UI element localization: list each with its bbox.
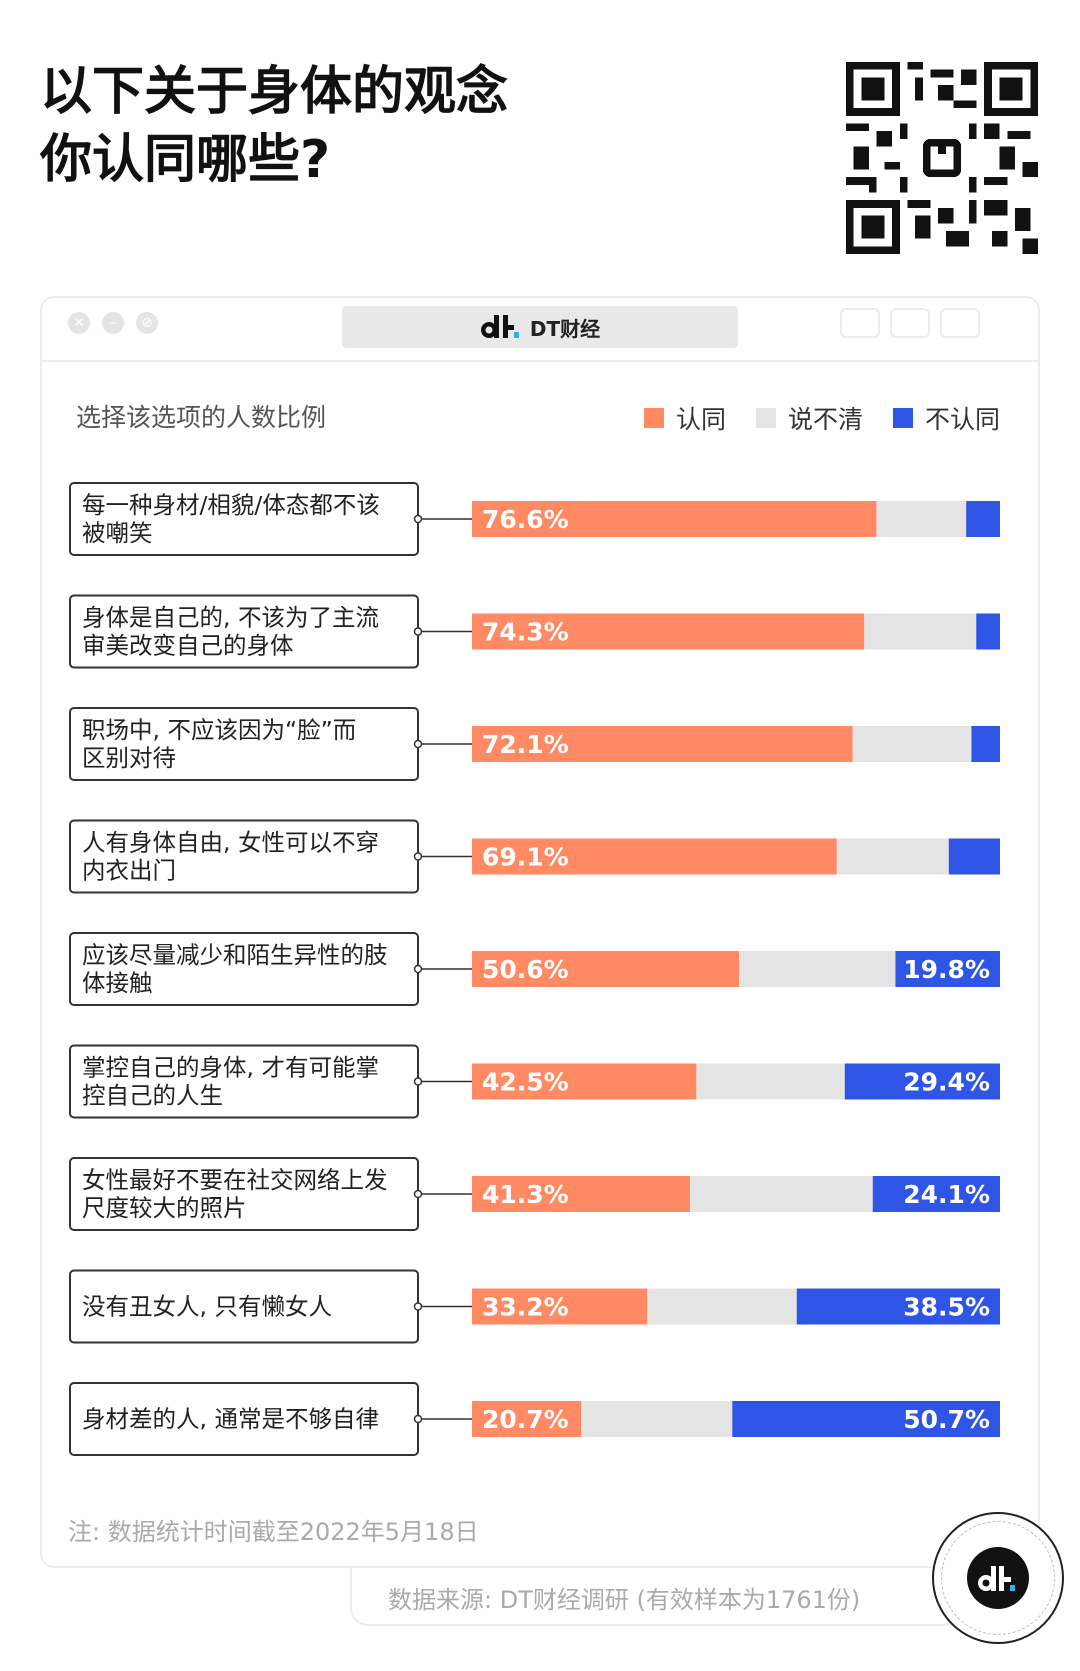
data-label-agree: 50.6% [482, 955, 569, 984]
source-tab [350, 1568, 962, 1626]
minimize-icon[interactable]: – [102, 312, 124, 334]
category-label: 区别对待 [82, 744, 176, 772]
bar-disagree [948, 838, 1000, 875]
page-title: 以下关于身体的观念 你认同哪些? [40, 58, 508, 194]
bar-disagree [966, 501, 1000, 537]
category-label: 应该尽量减少和陌生异性的肢 [82, 941, 388, 969]
connector-dot [413, 1077, 423, 1086]
bar-agree [472, 726, 853, 762]
legend-item-agree: 认同 [643, 400, 726, 436]
copy-icon[interactable] [940, 308, 980, 338]
connector-dot [413, 627, 423, 636]
legend-item-unsure: 说不清 [755, 400, 863, 436]
data-label-disagree: 29.4% [903, 1068, 990, 1097]
connector-dot [413, 514, 423, 524]
data-label-agree: 69.1% [482, 843, 569, 872]
bar-disagree [844, 1063, 1000, 1100]
data-label-agree: 42.5% [482, 1068, 569, 1097]
bar-disagree [732, 1401, 1000, 1437]
category-label: 内衣出门 [82, 857, 176, 885]
title-line-1: 以下关于身体的观念 [40, 62, 509, 122]
category-label: 女性最好不要在社交网络上发 [82, 1166, 388, 1194]
category-label: 每一种身材/相貌/体态都不该 [82, 491, 380, 519]
category-label: 掌控自己的身体, 才有可能掌 [82, 1054, 379, 1082]
bar-agree [472, 1063, 697, 1100]
legend-swatch-agree [643, 408, 664, 428]
badge-ring [941, 1521, 1055, 1635]
chart-legend: 认同 说不清 不认同 [643, 400, 1000, 436]
dt-logo-icon [480, 315, 519, 338]
chart-subtitle: 选择该选项的人数比例 [76, 403, 327, 432]
bar-unsure [690, 1176, 873, 1212]
data-label-disagree: 38.5% [903, 1293, 990, 1322]
data-label-agree: 20.7% [482, 1405, 569, 1434]
category-label: 控自己的人生 [82, 1082, 223, 1110]
share-icon[interactable] [890, 308, 930, 338]
data-label-agree: 41.3% [482, 1180, 569, 1209]
bar-disagree [895, 951, 1000, 987]
bar-disagree [796, 1288, 1000, 1325]
data-label-agree: 74.3% [482, 618, 569, 647]
connector-dot [413, 1414, 423, 1424]
qr-code-icon[interactable] [846, 62, 1038, 254]
bar-disagree [872, 1176, 1000, 1212]
bar-unsure [836, 838, 949, 875]
legend-label-unsure: 说不清 [787, 405, 863, 434]
connector-dot [413, 739, 423, 749]
connector-dot [413, 852, 423, 861]
data-label-agree: 33.2% [482, 1293, 569, 1322]
data-label-disagree: 50.7% [903, 1405, 990, 1434]
data-label-disagree: 24.1% [903, 1180, 990, 1209]
data-label-disagree: 19.8% [903, 955, 990, 984]
dt-logo-icon [967, 1547, 1029, 1609]
bar-unsure [876, 501, 967, 537]
connector-dot [413, 1302, 423, 1311]
record-icon[interactable] [840, 308, 880, 338]
bar-agree [472, 1176, 691, 1212]
bar-agree [472, 951, 740, 987]
bar-unsure [864, 613, 977, 650]
close-icon[interactable]: ✕ [68, 312, 90, 334]
category-label: 尺度较大的照片 [82, 1194, 247, 1222]
legend-swatch-unsure [755, 408, 776, 428]
window-titlebar: ✕ – ⊘ DT财经 [42, 298, 1038, 362]
bar-agree [472, 613, 865, 650]
bar-unsure [696, 1063, 845, 1100]
bar-unsure [647, 1288, 797, 1325]
category-label: 被嘲笑 [82, 519, 153, 547]
data-label-agree: 72.1% [482, 730, 569, 759]
bar-agree [472, 501, 877, 537]
title-line-2: 你认同哪些? [40, 130, 331, 190]
category-label: 没有丑女人, 只有懒女人 [82, 1293, 332, 1321]
bar-agree [472, 1401, 582, 1437]
window-tab[interactable]: DT财经 [342, 306, 738, 348]
footnote: 注: 数据统计时间截至2022年5月18日 [68, 1518, 479, 1546]
connector-dot [413, 964, 423, 974]
legend-label-disagree: 不认同 [924, 405, 1000, 434]
bar-agree [472, 838, 837, 875]
category-label: 审美改变自己的身体 [82, 632, 294, 660]
category-label: 身体是自己的, 不该为了主流 [82, 604, 379, 632]
maximize-icon[interactable]: ⊘ [136, 312, 158, 334]
category-label: 人有身体自由, 女性可以不穿 [82, 829, 379, 857]
connector-dot [413, 1189, 423, 1199]
category-label: 体接触 [82, 969, 153, 997]
bar-disagree [971, 726, 1000, 762]
bar-unsure [852, 726, 972, 762]
bar-unsure [581, 1401, 733, 1437]
legend-swatch-disagree [892, 408, 913, 428]
tab-title: DT财经 [529, 316, 601, 341]
bar-disagree [976, 613, 1000, 650]
data-source: 数据来源: DT财经调研 (有效样本为1761份) [388, 1586, 861, 1614]
legend-item-disagree: 不认同 [892, 400, 1000, 436]
bar-agree [472, 1288, 648, 1325]
data-label-agree: 76.6% [482, 505, 569, 534]
bar-unsure [739, 951, 896, 987]
dt-badge-logo[interactable] [932, 1512, 1064, 1644]
legend-label-agree: 认同 [675, 405, 726, 434]
category-label: 职场中, 不应该因为“脸”而 [82, 716, 356, 744]
category-label: 身材差的人, 通常是不够自律 [82, 1405, 379, 1433]
